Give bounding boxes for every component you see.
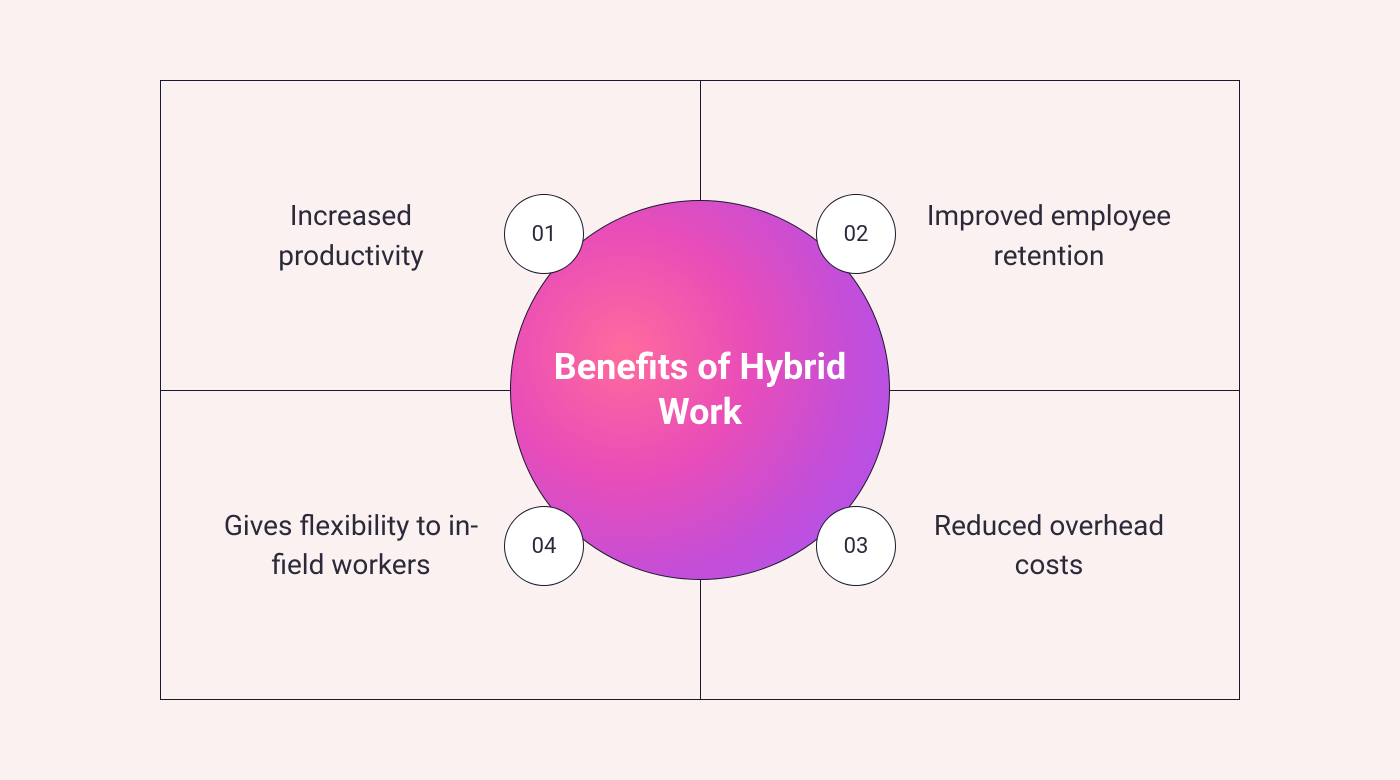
center-title: Benefits of Hybrid Work [511,345,889,435]
quadrant-label: Improved employee retention [919,196,1179,274]
quadrant-label: Gives flexibility to in-field workers [221,506,481,584]
diagram-container: Increased productivity Improved employee… [160,80,1240,700]
badge-02: 02 [816,194,896,274]
badge-03: 03 [816,506,896,586]
quadrant-label: Reduced overhead costs [919,506,1179,584]
badge-01: 01 [504,194,584,274]
badge-04: 04 [504,506,584,586]
quadrant-label: Increased productivity [221,196,481,274]
